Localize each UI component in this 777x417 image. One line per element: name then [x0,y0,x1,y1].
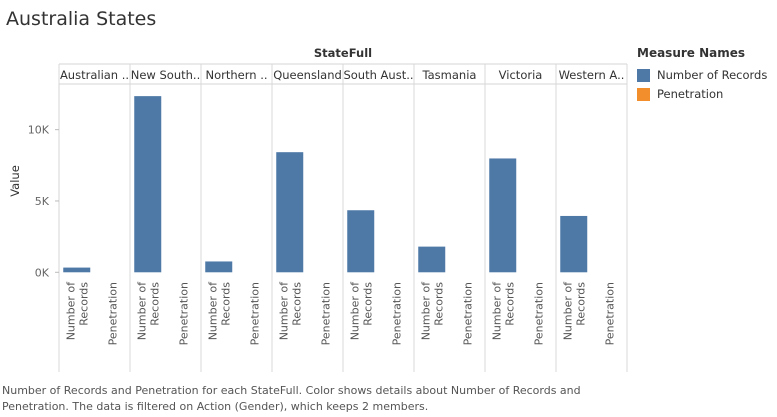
chart-caption: Number of Records and Penetration for ea… [2,384,581,413]
y-axis-title: Value [8,165,22,197]
measure-tick-label-northern-number-of-records: Number of [206,281,219,340]
category-header-victoria: Victoria [499,68,543,82]
bar-new-south-number-of-records [134,96,162,273]
measure-tick-label-australian-penetration: Penetration [106,282,119,345]
measure-tick-label-queensland-number-of-records: Number of [277,281,290,340]
measure-tick-label-northern-number-of-records: Records [219,282,232,326]
measure-tick-label-australian-number-of-records: Records [77,282,90,326]
measure-tick-label-south-aust-penetration: Penetration [390,282,403,345]
legend-swatch-number-of-records [637,68,650,82]
legend-label-penetration: Penetration [657,87,724,101]
y-tick-label-0k: 0K [35,266,50,279]
measure-tick-label-south-aust-number-of-records: Number of [348,281,361,340]
legend: Measure Names Number of Records Penetrat… [637,46,775,104]
measure-tick-label-tasmania-number-of-records: Records [432,282,445,326]
measure-tick-label-northern-penetration: Penetration [248,282,261,345]
measure-tick-label-new-south-penetration: Penetration [177,282,190,345]
column-header-title: StateFull [314,46,372,60]
bar-tasmania-number-of-records [418,246,446,273]
bar-australian-number-of-records [63,267,91,273]
legend-label-number-of-records: Number of Records [657,68,768,82]
measure-tick-label-queensland-number-of-records: Records [290,282,303,326]
legend-title: Measure Names [637,46,746,60]
measure-tick-label-victoria-number-of-records: Number of [490,281,503,340]
category-header-south-aust: South Aust.. [343,68,413,82]
bar-queensland-number-of-records [276,152,304,273]
bar-western-a-number-of-records [560,215,588,273]
measure-tick-label-western-a-number-of-records: Records [574,282,587,326]
measure-tick-label-south-aust-number-of-records: Records [361,282,374,326]
measure-tick-label-western-a-number-of-records: Number of [561,281,574,340]
category-header-australian: Australian .. [60,68,129,82]
category-header-queensland: Queensland [273,68,342,82]
chart-title: Australia States [6,8,157,30]
measure-tick-label-new-south-number-of-records: Records [148,282,161,326]
category-header-tasmania: Tasmania [422,68,477,82]
bar-victoria-number-of-records [489,158,517,273]
measure-tick-label-australian-number-of-records: Number of [64,281,77,340]
y-tick-label-5k: 5K [35,195,50,208]
legend-item-penetration[interactable]: Penetration [637,85,775,103]
category-header-new-south: New South.. [131,68,200,82]
legend-item-number-of-records[interactable]: Number of Records [637,66,775,84]
measure-tick-label-victoria-penetration: Penetration [532,282,545,345]
bar-chart: StateFull Australian .. New South.. Norther… [8,46,628,372]
category-header-western-a: Western A.. [559,68,625,82]
measure-tick-label-tasmania-number-of-records: Number of [419,281,432,340]
y-tick-label-10k: 10K [28,124,50,137]
measure-tick-label-tasmania-penetration: Penetration [461,282,474,345]
legend-swatch-penetration [637,87,650,101]
measure-tick-label-queensland-penetration: Penetration [319,282,332,345]
bar-northern-number-of-records [205,261,233,273]
measure-tick-label-victoria-number-of-records: Records [503,282,516,326]
bar-south-aust-number-of-records [347,210,375,273]
category-header-northern: Northern .. [205,68,267,82]
measure-tick-label-new-south-number-of-records: Number of [135,281,148,340]
measure-tick-label-western-a-penetration: Penetration [603,282,616,345]
